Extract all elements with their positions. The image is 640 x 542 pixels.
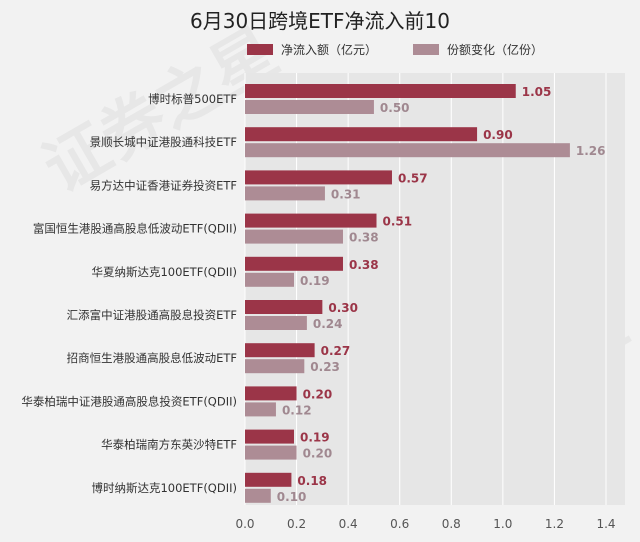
data-label: 0.19 bbox=[300, 274, 330, 288]
data-label: 0.90 bbox=[483, 128, 513, 142]
category-label: 博时纳斯达克100ETF(QDII) bbox=[91, 481, 237, 495]
x-tick-label: 0.6 bbox=[390, 517, 409, 531]
bar bbox=[245, 186, 325, 201]
legend-swatch bbox=[413, 44, 439, 55]
bar bbox=[245, 402, 276, 417]
data-label: 0.31 bbox=[331, 187, 361, 201]
x-tick-label: 1.0 bbox=[493, 517, 512, 531]
data-label: 0.38 bbox=[349, 258, 379, 272]
category-label: 华泰柏瑞中证港股通高股息投资ETF(QDII) bbox=[21, 394, 237, 408]
data-label: 1.05 bbox=[522, 85, 552, 99]
category-label: 招商恒生港股通高股息低波动ETF bbox=[67, 351, 237, 365]
data-label: 0.30 bbox=[328, 301, 358, 315]
x-tick-label: 0.8 bbox=[442, 517, 461, 531]
bar bbox=[245, 488, 271, 503]
data-label: 0.20 bbox=[303, 387, 333, 401]
category-label: 博时标普500ETF bbox=[148, 92, 237, 106]
data-label: 0.23 bbox=[310, 360, 340, 374]
data-label: 0.19 bbox=[300, 431, 330, 445]
chart-title: 6月30日跨境ETF净流入前10 bbox=[190, 9, 450, 33]
category-labels: 博时标普500ETF 景顺长城中证港股通科技ETF 易方达中证香港证券投资ETF 富国… bbox=[21, 92, 237, 495]
x-tick-label: 0.2 bbox=[287, 517, 306, 531]
data-label: 0.20 bbox=[303, 447, 333, 461]
data-label: 0.24 bbox=[313, 317, 343, 331]
bar bbox=[245, 316, 307, 330]
legend: 净流入额（亿元） 份额变化（亿份） bbox=[247, 42, 543, 57]
bar bbox=[245, 127, 478, 142]
bar bbox=[245, 143, 570, 158]
bars: 1.05 0.50 0.90 1.26 0.57 0.31 0.51 0.38 0.38 0.19… bbox=[245, 84, 606, 504]
data-label: 0.50 bbox=[380, 101, 410, 115]
category-label: 华夏纳斯达克100ETF(QDII) bbox=[91, 265, 237, 279]
bar bbox=[245, 213, 377, 228]
bar bbox=[245, 429, 294, 444]
x-tick-label: 1.4 bbox=[596, 517, 615, 531]
data-label: 0.51 bbox=[383, 215, 413, 229]
data-label: 0.27 bbox=[321, 344, 351, 358]
category-label: 景顺长城中证港股通科技ETF bbox=[90, 135, 237, 149]
x-tick-label: 0.4 bbox=[339, 517, 358, 531]
x-axis-ticks: 0.0 0.2 0.4 0.6 0.8 1.0 1.2 1.4 bbox=[235, 517, 615, 531]
data-label: 1.26 bbox=[576, 144, 606, 158]
bar bbox=[245, 359, 305, 374]
data-label: 0.57 bbox=[398, 171, 428, 185]
bar bbox=[245, 386, 297, 401]
category-label: 华泰柏瑞南方东英沙特ETF bbox=[101, 438, 237, 452]
bar bbox=[245, 300, 323, 314]
legend-label: 份额变化（亿份） bbox=[447, 42, 543, 57]
category-label: 富国恒生港股通高股息低波动ETF(QDII) bbox=[33, 222, 237, 236]
category-label: 汇添富中证港股通高股息投资ETF bbox=[67, 308, 237, 322]
data-label: 0.12 bbox=[282, 403, 312, 417]
bar bbox=[245, 256, 343, 271]
data-label: 0.18 bbox=[297, 474, 327, 488]
legend-label: 净流入额（亿元） bbox=[281, 42, 377, 57]
bar bbox=[245, 472, 292, 487]
bar bbox=[245, 100, 374, 114]
bar bbox=[245, 84, 516, 98]
bar bbox=[245, 170, 392, 185]
x-tick-label: 0.0 bbox=[235, 517, 254, 531]
legend-swatch bbox=[247, 44, 273, 55]
bar bbox=[245, 229, 343, 244]
category-label: 易方达中证香港证券投资ETF bbox=[90, 178, 237, 192]
data-label: 0.38 bbox=[349, 231, 379, 245]
bar bbox=[245, 445, 297, 460]
x-tick-label: 1.2 bbox=[545, 517, 564, 531]
data-label: 0.10 bbox=[277, 490, 307, 504]
bar bbox=[245, 272, 294, 287]
bar bbox=[245, 343, 315, 358]
